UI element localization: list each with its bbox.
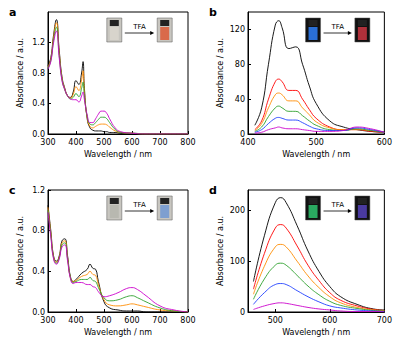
svg-text:100: 100 <box>230 257 245 266</box>
svg-text:400: 400 <box>68 138 83 147</box>
svg-text:0.0: 0.0 <box>32 307 45 317</box>
svg-text:500: 500 <box>268 316 283 325</box>
svg-text:600: 600 <box>322 316 337 325</box>
svg-text:700: 700 <box>152 138 167 147</box>
svg-text:TFA: TFA <box>132 201 146 209</box>
svg-text:TFA: TFA <box>132 23 146 31</box>
svg-text:300: 300 <box>40 316 55 325</box>
svg-text:0.8: 0.8 <box>32 69 45 78</box>
svg-text:0.4: 0.4 <box>32 99 45 108</box>
svg-text:Wavelength / nm: Wavelength / nm <box>84 150 152 159</box>
svg-text:0.8: 0.8 <box>32 226 45 235</box>
svg-text:b: b <box>209 6 217 19</box>
svg-text:600: 600 <box>377 138 392 147</box>
svg-text:500: 500 <box>96 316 111 325</box>
svg-text:Absorbance / a.u.: Absorbance / a.u. <box>16 38 25 108</box>
svg-text:600: 600 <box>124 138 139 147</box>
svg-text:40: 40 <box>235 95 245 104</box>
svg-text:Wavelength / nm: Wavelength / nm <box>282 150 350 159</box>
svg-text:0.4: 0.4 <box>32 267 45 276</box>
svg-text:80: 80 <box>235 60 245 69</box>
svg-text:700: 700 <box>152 316 167 325</box>
svg-text:TFA: TFA <box>330 201 344 209</box>
svg-text:1.2: 1.2 <box>32 38 45 47</box>
svg-text:800: 800 <box>180 316 195 325</box>
svg-text:Wavelength / nm: Wavelength / nm <box>84 328 152 337</box>
svg-text:500: 500 <box>96 138 111 147</box>
svg-text:300: 300 <box>40 138 55 147</box>
svg-text:800: 800 <box>180 138 195 147</box>
svg-text:400: 400 <box>240 138 255 147</box>
svg-text:500: 500 <box>309 138 324 147</box>
svg-text:700: 700 <box>377 316 392 325</box>
svg-text:TFA: TFA <box>330 23 344 31</box>
svg-text:0: 0 <box>240 308 245 317</box>
svg-text:c: c <box>9 184 16 197</box>
svg-text:1.2: 1.2 <box>32 186 45 195</box>
svg-text:0.0: 0.0 <box>32 129 45 139</box>
svg-text:Wavelength / nm: Wavelength / nm <box>282 328 350 337</box>
svg-text:d: d <box>209 184 217 197</box>
svg-text:200: 200 <box>230 206 245 215</box>
svg-text:Absorbance / a.u.: Absorbance / a.u. <box>216 216 225 286</box>
svg-text:400: 400 <box>68 316 83 325</box>
svg-text:600: 600 <box>124 316 139 325</box>
svg-text:Absorbance / a.u.: Absorbance / a.u. <box>216 38 225 108</box>
svg-text:0: 0 <box>239 129 245 139</box>
svg-text:a: a <box>9 6 16 19</box>
svg-text:120: 120 <box>230 25 245 34</box>
svg-text:Absorbance / a.u.: Absorbance / a.u. <box>16 216 25 286</box>
